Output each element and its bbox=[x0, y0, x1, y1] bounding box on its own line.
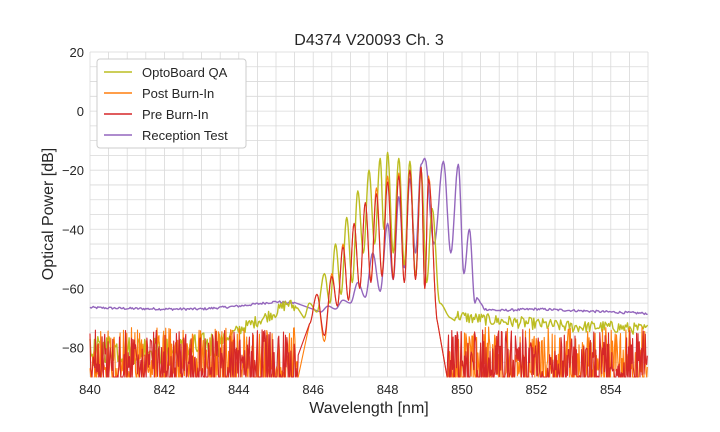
x-axis-label: Wavelength [nm] bbox=[309, 400, 428, 417]
y-axis-label: Optical Power [dB] bbox=[40, 148, 57, 281]
series-line-optoboard-qa bbox=[89, 151, 649, 367]
legend-label: OptoBoard QA bbox=[142, 65, 228, 80]
chart-title: D4374 V20093 Ch. 3 bbox=[294, 32, 444, 49]
legend-frame bbox=[96, 58, 247, 149]
y-tick-label: 0 bbox=[77, 104, 84, 119]
x-tick-label: 844 bbox=[228, 382, 250, 397]
x-tick-label: 842 bbox=[154, 382, 176, 397]
ticks: 840 842 844 846 848 850 852 854 20 0 −20 −40 −60 −80 bbox=[62, 45, 622, 397]
legend-label: Post Burn-In bbox=[142, 86, 214, 101]
y-tick-label: −20 bbox=[62, 163, 84, 178]
legend-label: Pre Burn-In bbox=[142, 107, 208, 122]
x-tick-label: 848 bbox=[377, 382, 399, 397]
y-tick-label: 20 bbox=[70, 45, 84, 60]
x-tick-label: 846 bbox=[302, 382, 324, 397]
legend: OptoBoard QA Post Burn-In Pre Burn-In Recep… bbox=[96, 58, 247, 149]
x-tick-label: 850 bbox=[451, 382, 473, 397]
x-tick-label: 854 bbox=[600, 382, 622, 397]
y-tick-label: −60 bbox=[62, 281, 84, 296]
legend-label: Reception Test bbox=[142, 128, 228, 143]
x-tick-label: 852 bbox=[526, 382, 548, 397]
series-line-pre-burn-in bbox=[89, 166, 648, 378]
y-tick-label: −40 bbox=[62, 222, 84, 237]
x-tick-label: 840 bbox=[79, 382, 101, 397]
y-tick-label: −80 bbox=[62, 340, 84, 355]
series-layer bbox=[89, 151, 649, 378]
series-line-reception-test bbox=[89, 157, 648, 316]
